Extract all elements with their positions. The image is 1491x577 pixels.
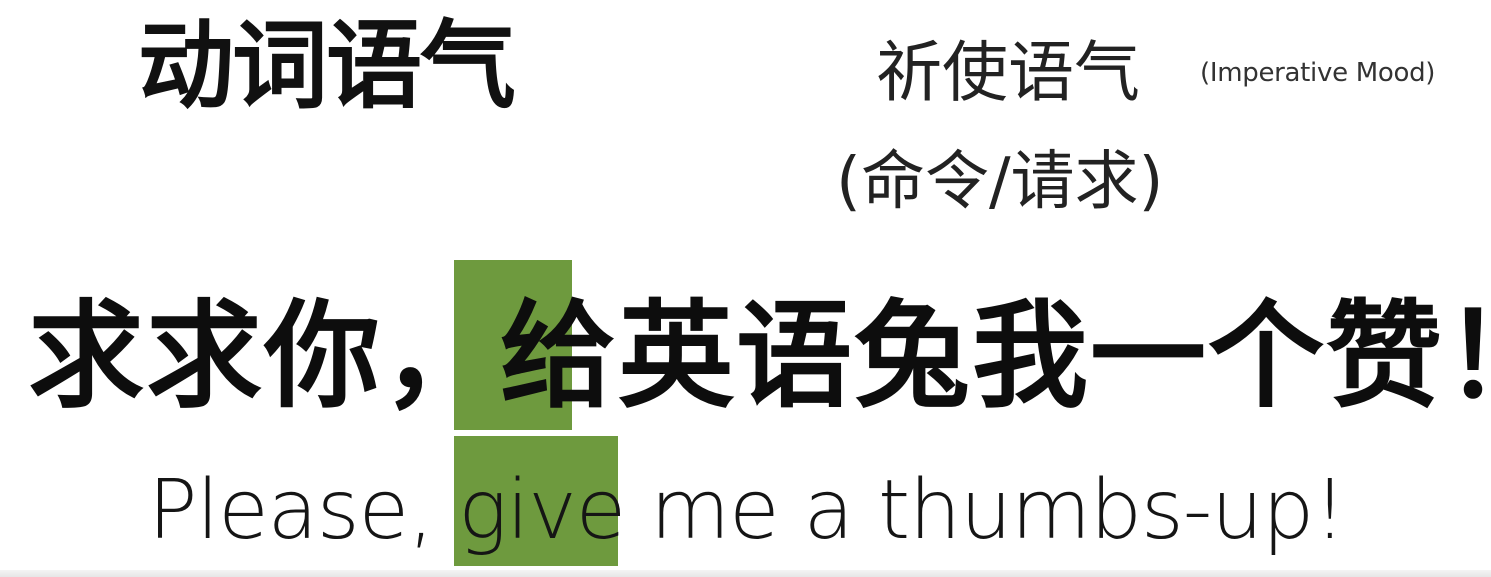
sentence-zh-verb: 给 <box>500 288 618 424</box>
sentence-zh-prefix: 求求你， <box>28 288 500 424</box>
mood-name-chinese: 祈使语气 <box>876 34 1140 111</box>
clipped-top-text <box>870 0 1170 8</box>
bottom-edge <box>0 570 1491 577</box>
mood-name-english: (Imperative Mood) <box>1200 58 1436 88</box>
sentence-en-suffix: me a thumbs-up! <box>625 463 1346 558</box>
highlight-box-chinese-verb <box>454 260 572 430</box>
sentence-en-prefix: Please, <box>148 463 459 558</box>
mood-subtitle: (命令/请求) <box>836 145 1164 219</box>
page-title: 动词语气 <box>138 9 516 122</box>
highlight-box-english-verb <box>454 436 618 566</box>
example-sentence-chinese: 求求你，给英语兔我一个赞！ <box>28 298 1491 414</box>
sentence-zh-suffix: 英语兔我一个赞！ <box>618 288 1491 424</box>
sentence-en-verb: give <box>458 463 626 558</box>
example-sentence-english: Please, give me a thumbs-up! <box>148 470 1346 552</box>
